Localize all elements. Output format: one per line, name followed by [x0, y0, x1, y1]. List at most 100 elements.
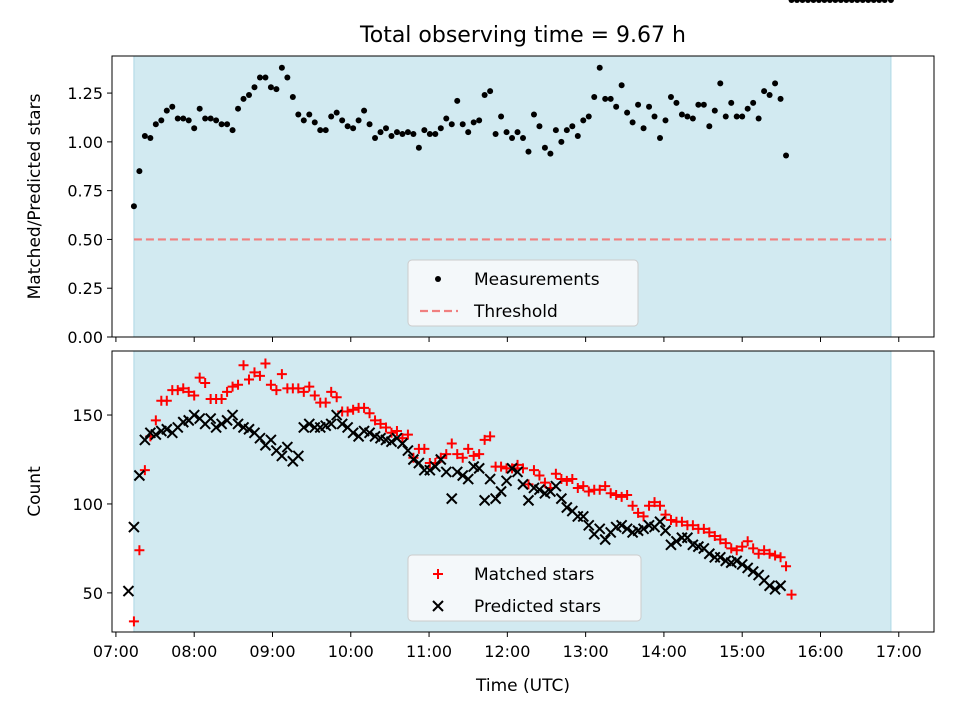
data-point — [794, 0, 800, 3]
data-point — [229, 127, 236, 134]
data-point — [141, 133, 148, 140]
data-point — [407, 453, 420, 466]
data-point — [437, 125, 444, 132]
data-point — [599, 533, 611, 546]
data-point — [244, 374, 254, 385]
data-point — [342, 406, 353, 417]
data-point — [550, 480, 562, 492]
y-tick-label: 1.25 — [67, 84, 103, 103]
data-point — [484, 473, 496, 485]
data-point — [122, 585, 135, 597]
data-point — [218, 121, 225, 128]
data-point — [640, 125, 647, 132]
data-point — [443, 115, 450, 122]
data-point — [622, 490, 633, 501]
x-tick-label: 17:00 — [876, 642, 922, 661]
data-point — [580, 117, 587, 124]
data-point — [216, 394, 227, 405]
data-point — [350, 125, 357, 132]
data-point — [583, 486, 594, 497]
data-point — [172, 385, 183, 396]
data-point — [536, 123, 543, 130]
data-point — [476, 117, 483, 124]
x-tick-label: 08:00 — [171, 642, 217, 661]
data-point — [402, 444, 414, 457]
data-point — [421, 127, 428, 134]
data-point — [781, 561, 792, 572]
data-point — [364, 408, 375, 419]
data-point — [498, 113, 505, 120]
data-point — [474, 449, 485, 460]
data-point — [594, 484, 605, 495]
data-point — [276, 369, 287, 380]
data-point — [761, 88, 768, 95]
data-point — [265, 379, 276, 390]
data-point — [577, 510, 589, 523]
data-point — [267, 84, 274, 91]
data-point — [711, 107, 718, 114]
data-point — [386, 427, 397, 438]
data-point — [188, 409, 200, 421]
data-point — [881, 0, 888, 3]
y-tick-label: 0.50 — [67, 230, 103, 249]
data-point — [363, 427, 376, 439]
data-point — [720, 538, 731, 549]
data-point — [567, 474, 578, 485]
data-point — [463, 443, 474, 454]
data-point — [698, 523, 709, 534]
data-point — [130, 203, 137, 210]
data-point — [246, 92, 252, 99]
data-point — [783, 152, 790, 159]
data-point — [764, 548, 775, 559]
legend-label: Predicted stars — [474, 597, 601, 617]
data-point — [496, 461, 507, 472]
data-point — [361, 107, 368, 114]
y-tick-label: 0.00 — [67, 328, 103, 347]
count-panel: 50 100 150 07:00 08:00 09:00 10:00 11:00 12:00 13… — [25, 351, 935, 661]
data-point — [435, 452, 446, 463]
data-point — [670, 535, 683, 548]
data-point — [377, 129, 384, 136]
data-point — [633, 507, 644, 518]
data-point — [753, 548, 764, 559]
data-point — [333, 109, 340, 116]
data-point — [457, 452, 468, 463]
y-tick-label: 0.25 — [67, 279, 103, 298]
data-point — [602, 95, 609, 102]
data-point — [128, 521, 140, 533]
data-point — [448, 121, 455, 128]
data-point — [684, 113, 691, 120]
data-point — [766, 92, 773, 99]
data-point — [328, 113, 335, 120]
data-point — [479, 434, 490, 445]
data-point — [202, 115, 209, 122]
data-point — [366, 121, 373, 128]
data-point — [687, 520, 698, 531]
data-point — [278, 64, 285, 71]
x-tick-label: 07:00 — [93, 642, 139, 661]
data-point — [500, 475, 513, 487]
data-point — [788, 0, 795, 3]
x-tick-label: 14:00 — [641, 642, 687, 661]
data-point — [293, 383, 304, 394]
data-point — [870, 0, 877, 3]
data-point — [347, 427, 359, 439]
data-point — [596, 64, 603, 71]
legend-box — [407, 259, 639, 327]
data-point — [759, 545, 770, 556]
data-point — [742, 536, 753, 547]
data-point — [424, 464, 436, 476]
data-point — [695, 101, 702, 108]
data-point — [547, 150, 554, 157]
legend-x-marker — [432, 600, 444, 612]
y-tick-label: 1.00 — [67, 133, 103, 152]
data-point — [495, 485, 507, 498]
data-point — [289, 93, 296, 100]
data-point — [468, 450, 479, 461]
data-point — [715, 534, 726, 545]
data-point — [284, 74, 291, 81]
data-point — [556, 474, 567, 485]
data-point — [736, 558, 748, 571]
data-point — [222, 386, 233, 397]
data-point — [191, 125, 198, 132]
